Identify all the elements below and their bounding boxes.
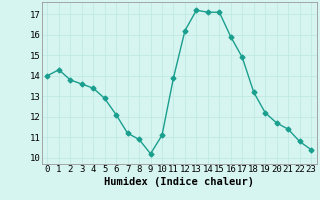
X-axis label: Humidex (Indice chaleur): Humidex (Indice chaleur) [104, 177, 254, 187]
